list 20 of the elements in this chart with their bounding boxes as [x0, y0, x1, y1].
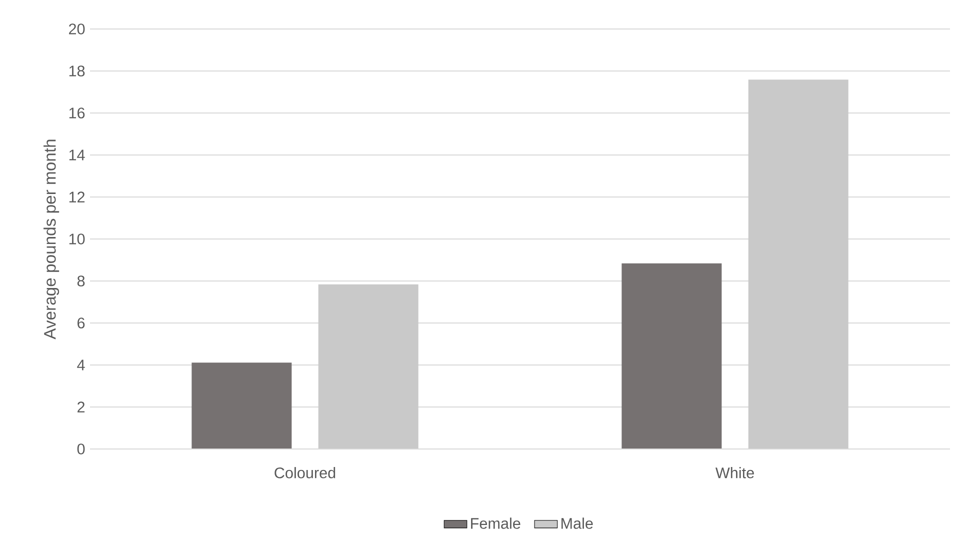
- y-tick-label: 0: [77, 444, 85, 454]
- legend-label: Male: [562, 518, 593, 529]
- bar: [318, 284, 418, 449]
- bar: [748, 80, 848, 449]
- x-tick-label: White: [715, 467, 754, 478]
- y-tick-label: 20: [69, 24, 85, 34]
- bar: [192, 362, 292, 449]
- y-tick-label: 6: [78, 318, 85, 328]
- y-tick-label: 8: [77, 276, 85, 286]
- y-tick-label: 16: [69, 108, 85, 118]
- y-tick-label: 4: [77, 360, 85, 370]
- y-tick-label: 10: [69, 234, 85, 244]
- y-tick-label: 18: [69, 66, 85, 76]
- y-axis-title: Average pounds per month: [44, 140, 60, 340]
- bar: [622, 263, 722, 449]
- y-tick-label: 14: [69, 150, 85, 160]
- y-tick-label: 2: [78, 402, 85, 412]
- legend-label: Female: [471, 518, 520, 529]
- x-tick-label: Coloured: [274, 467, 336, 478]
- y-tick-label: 12: [69, 192, 85, 202]
